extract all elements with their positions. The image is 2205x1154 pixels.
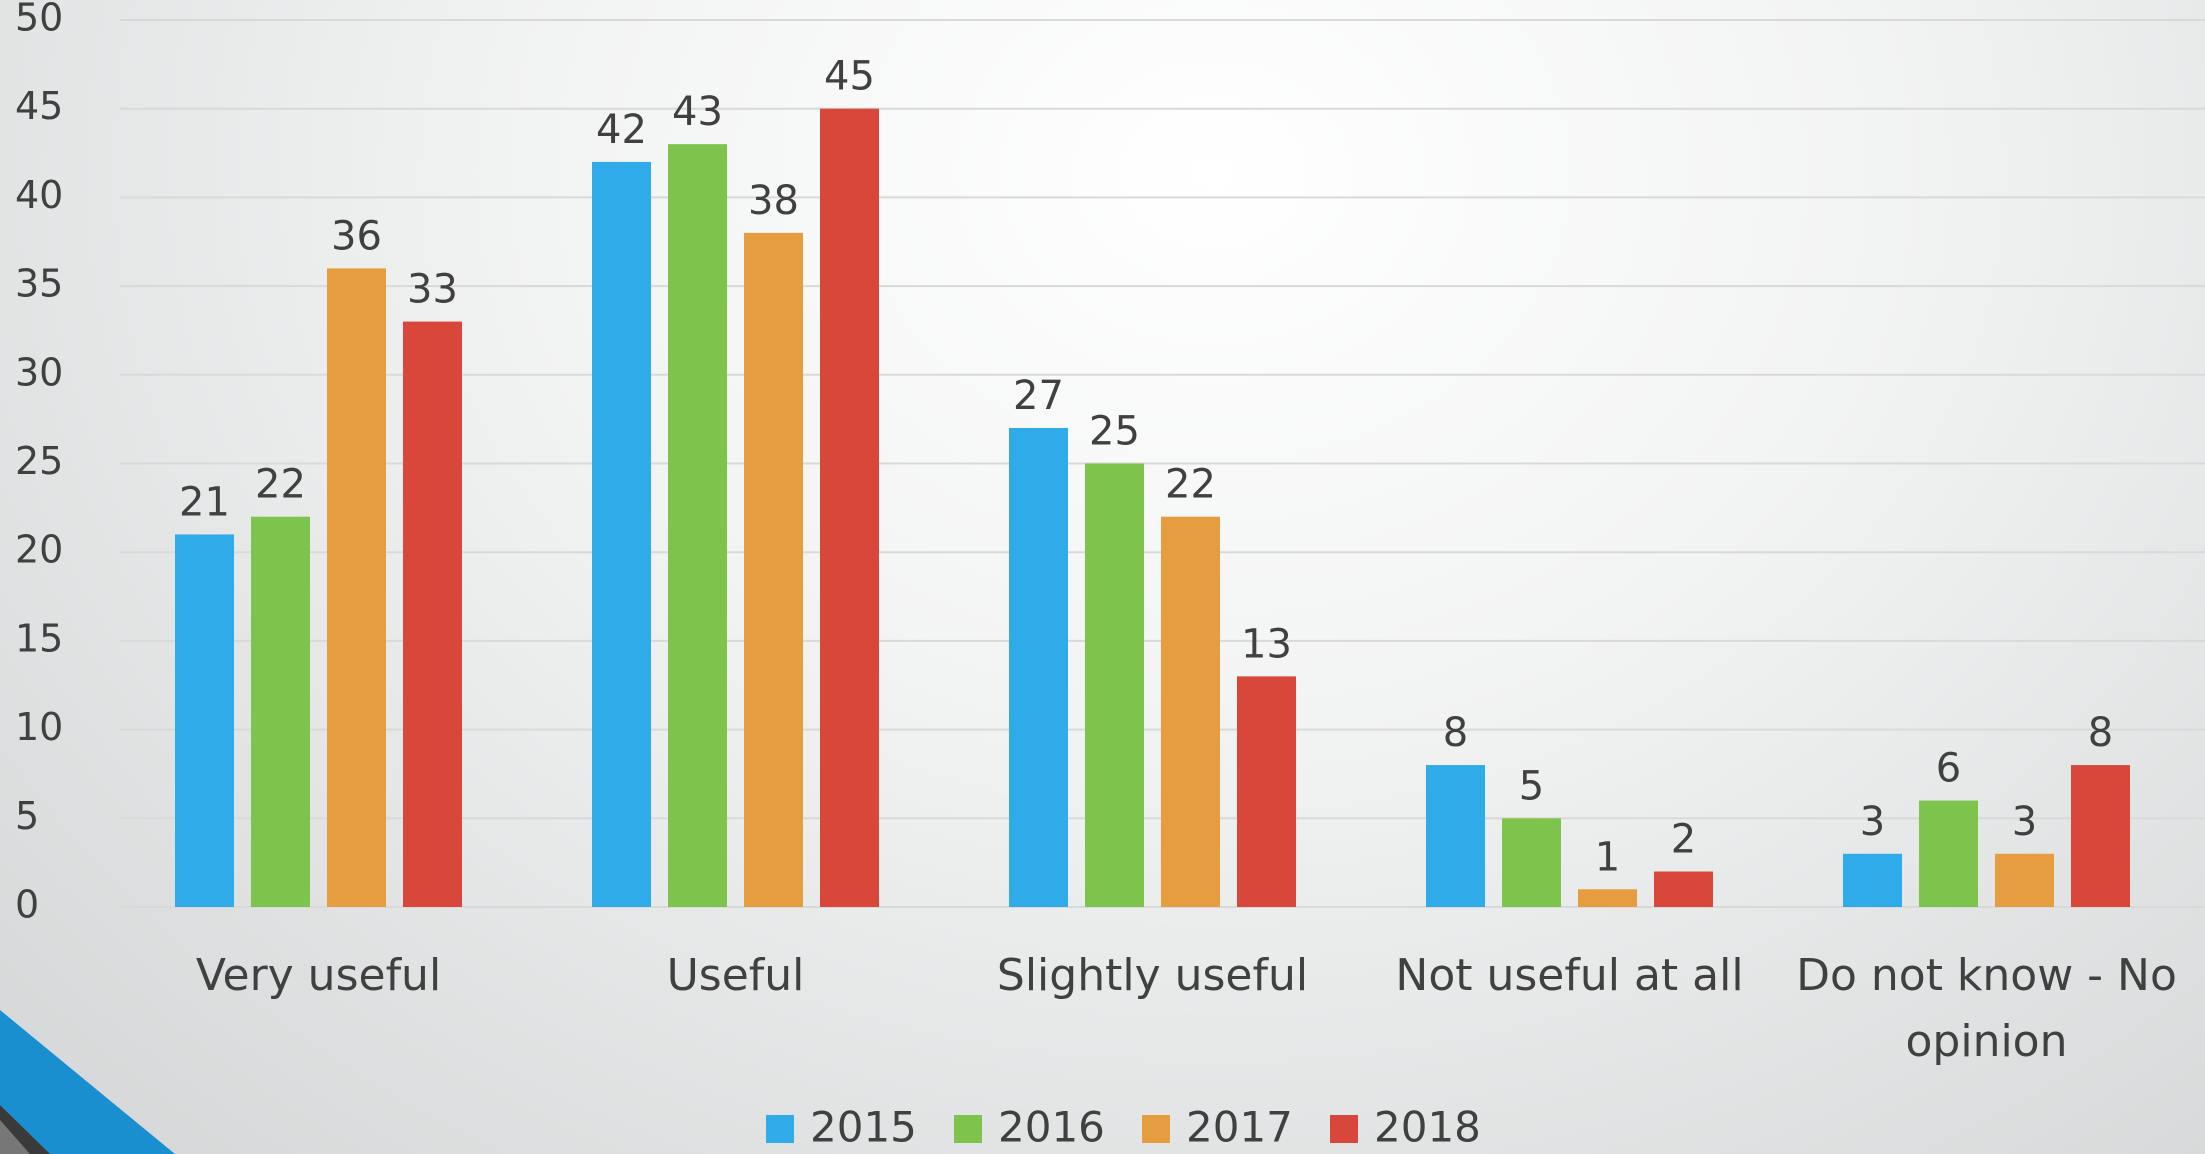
legend-label: 2018 [1374,1103,1481,1152]
bar [1919,800,1978,907]
y-tick-label: 35 [15,262,63,306]
x-tick-label: Very useful [195,950,442,1001]
bar [1237,676,1296,907]
y-tick-label: 50 [15,0,63,40]
legend-swatch [1142,1115,1170,1143]
legend-swatch [1330,1115,1358,1143]
data-label: 21 [179,479,230,525]
data-label: 6 [1936,746,1961,792]
y-tick-label: 15 [15,616,63,660]
x-tick-label: Slightly useful [996,950,1309,1001]
data-label: 3 [1860,799,1885,845]
corner-decoration [0,1120,30,1154]
bar [744,232,803,907]
bar [175,534,234,907]
y-tick-label: 25 [15,439,63,483]
bar [1995,853,2054,907]
bar [592,161,651,908]
data-label: 22 [1165,462,1216,508]
data-label: 42 [596,107,647,153]
data-label: 43 [672,89,723,135]
bar [403,321,462,908]
x-tick-label: Useful [666,950,805,1001]
bar [820,108,879,907]
bar [1502,818,1561,907]
bar [1654,871,1713,907]
legend-label: 2016 [998,1103,1105,1152]
y-tick-label: 20 [15,528,63,572]
data-label: 2 [1671,817,1696,863]
y-tick-label: 30 [15,350,63,394]
data-label: 33 [407,267,458,313]
y-tick-label: 0 [15,883,39,927]
legend-swatch [954,1115,982,1143]
bar [1085,463,1144,907]
legend-swatch [766,1115,794,1143]
data-label: 38 [748,178,799,224]
y-tick-label: 45 [15,84,63,128]
x-tick-label: Not useful at all [1395,950,1744,1001]
data-label: 8 [2088,710,2113,756]
legend-label: 2017 [1186,1103,1293,1152]
corner-decoration [0,1010,175,1154]
data-label: 8 [1443,710,1468,756]
bar [1843,853,1902,907]
data-label: 22 [255,462,306,508]
data-label: 13 [1241,621,1292,667]
bar [1426,765,1485,907]
legend-label: 2015 [810,1103,917,1152]
bar [2071,765,2130,907]
y-tick-label: 5 [15,794,39,838]
bar [327,268,386,907]
y-tick-label: 10 [15,705,63,749]
data-label: 5 [1519,763,1544,809]
data-label: 3 [2012,799,2037,845]
data-label: 1 [1595,834,1620,880]
bar [668,144,727,907]
bar [251,516,310,907]
bar [1161,516,1220,907]
data-label: 36 [331,213,382,259]
y-tick-label: 40 [15,173,63,217]
data-label: 27 [1013,373,1064,419]
bar [1009,428,1068,907]
bar [1578,889,1637,907]
data-label: 45 [824,54,875,100]
data-label: 25 [1089,409,1140,455]
x-tick-label: Do not know - No opinion [1796,950,2177,1067]
